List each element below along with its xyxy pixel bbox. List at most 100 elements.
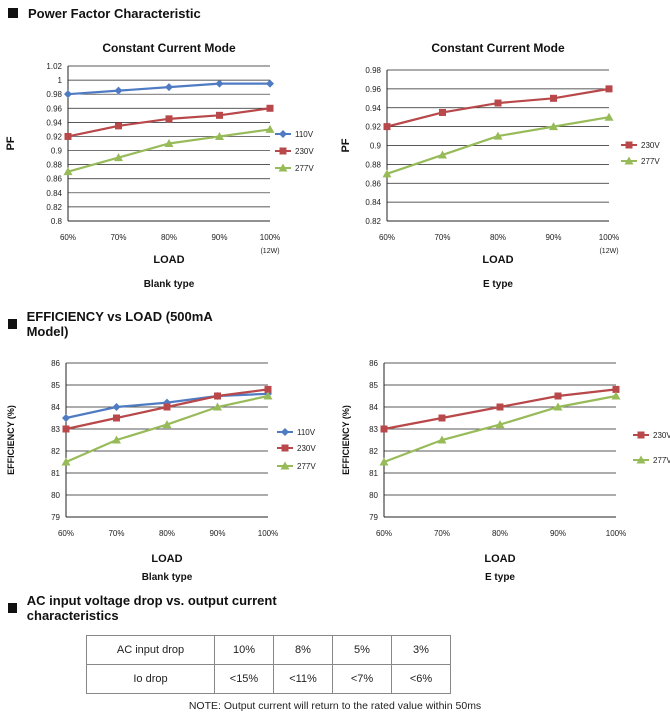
table-cell: 10% [214,635,274,665]
x-tick-label: 100% [258,529,278,538]
chart-title: Constant Current Mode [102,41,236,55]
y-tick-label: 0.84 [46,189,62,198]
x-tick-label: 80% [159,529,175,538]
eff-e-chart: 79 80 81 82 83 84 85 86 60% 70% 80% 90% 100% EFFICIEN… [341,359,670,583]
y-tick-label: 0.86 [365,179,381,188]
y-tick-label: 81 [369,469,378,478]
x-tick-label: 60% [60,233,76,242]
legend-marker [624,156,634,165]
legend-marker [278,163,288,172]
data-point [438,150,447,159]
legend-label: 230V [297,444,316,453]
x-tick-label: 80% [161,233,177,242]
y-tick-label: 80 [369,491,378,500]
y-tick-label: 83 [51,425,60,434]
y-tick-label: 0.92 [46,132,62,141]
section-header-ac: AC input voltage drop vs. output current… [0,593,330,623]
legend-label: 277V [653,456,670,465]
x-tick-label: 60% [376,529,392,538]
y-tick-label: 83 [369,425,378,434]
y-tick-label: 0.8 [51,217,63,226]
ac-drop-table: AC input drop 10% 8% 5% 3% Io drop <15% … [86,635,451,694]
table-row: Io drop <15% <11% <7% <6% [86,664,451,694]
x-tick-label: 70% [434,529,450,538]
x-tick-label: 90% [209,529,225,538]
y-tick-label: 0.82 [46,203,62,212]
y-tick-label: 81 [51,469,60,478]
x-tick-label: 90% [545,233,561,242]
legend-marker [281,428,289,436]
bullet-square-icon [8,8,18,18]
data-point [114,86,123,95]
row-label: Io drop [86,664,215,694]
data-point [553,402,563,411]
data-point [163,403,171,411]
data-point [113,414,120,422]
section-title: Power Factor Characteristic [28,5,201,21]
y-tick-label: 0.86 [46,175,62,184]
y-tick-label: 1.02 [46,62,62,71]
legend-label: 230V [653,431,670,440]
y-tick-label: 0.84 [365,198,381,207]
bullet-square-icon [8,319,17,329]
data-point [63,167,73,176]
y-tick-label: 79 [51,513,60,522]
y-axis-label: PF [340,138,352,152]
legend-label: 277V [295,164,314,173]
y-tick-label: 84 [51,403,60,412]
y-tick-label: 82 [369,447,378,456]
x-tick-label: 60% [58,529,74,538]
y-tick-label: 0.94 [365,104,381,113]
x-tick-label: 70% [108,529,124,538]
data-point [438,414,446,422]
section-header-pf: Power Factor Characteristic [0,3,270,23]
data-point [439,108,446,116]
x-note-label: (12W) [599,248,618,255]
data-point [550,94,557,102]
y-tick-label: 85 [51,381,60,390]
y-tick-label: 0.98 [365,66,381,75]
y-tick-label: 0.88 [365,160,381,169]
section-header-eff: EFFICIENCY vs LOAD (500mA Model) [0,309,225,339]
x-axis-label: LOAD [484,553,515,565]
y-tick-label: 0.9 [370,142,382,151]
x-tick-label: 100% [599,233,619,242]
table-cell: <7% [332,664,392,694]
legend-marker [625,141,633,149]
legend-label: 230V [641,141,660,150]
chart-caption: E type [483,279,513,290]
y-axis-label: EFFICIENCY (%) [341,405,351,475]
chart-caption: Blank type [144,279,195,290]
x-tick-label: 90% [211,233,227,242]
legend-label: 277V [297,462,316,471]
x-axis-label: LOAD [153,254,184,266]
table-row: AC input drop 10% 8% 5% 3% [86,635,451,665]
data-point [62,414,70,422]
data-point [380,425,388,433]
data-point [114,153,123,162]
x-note-label: (12W) [260,248,279,255]
data-point [605,85,613,93]
table-cell: <6% [391,664,451,694]
data-point [112,435,121,444]
y-tick-label: 80 [51,491,60,500]
y-tick-label: 82 [51,447,60,456]
data-point [611,391,621,400]
y-tick-label: 0.96 [46,104,62,113]
y-tick-label: 86 [51,359,60,368]
legend-marker [281,444,289,452]
legend-marker [636,455,646,464]
legend-label: 110V [297,428,316,437]
table-cell: <15% [214,664,274,694]
data-point [215,79,224,88]
data-point [165,115,173,123]
y-axis-label: EFFICIENCY (%) [6,405,16,475]
data-point [164,139,174,147]
x-tick-label: 100% [260,233,280,242]
table-cell: 3% [391,635,451,665]
legend-label: 277V [641,157,660,166]
data-point [494,99,502,107]
data-point [495,420,505,429]
table-cell: 5% [332,635,392,665]
data-point [379,457,389,466]
